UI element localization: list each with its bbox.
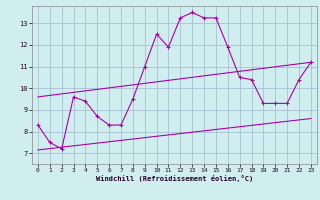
X-axis label: Windchill (Refroidissement éolien,°C): Windchill (Refroidissement éolien,°C) (96, 175, 253, 182)
